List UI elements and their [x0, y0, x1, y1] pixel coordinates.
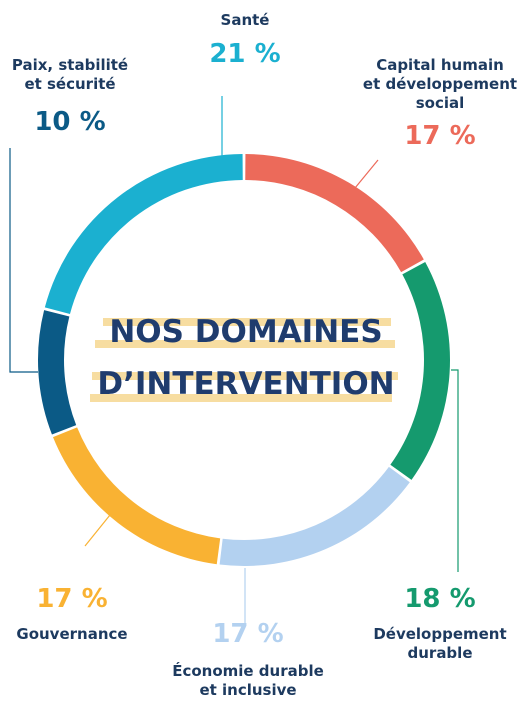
value-label: 18 % [404, 584, 475, 614]
value-label: 17 % [212, 619, 283, 649]
category-label: et développement [363, 75, 517, 93]
donut-segment [245, 154, 424, 273]
category-label: Santé [221, 11, 270, 29]
category-label: durable [408, 644, 473, 662]
donut-segment [44, 154, 243, 315]
category-label: et inclusive [199, 681, 296, 699]
donut-segment [219, 466, 410, 566]
chart-title: D’INTERVENTION [97, 366, 394, 402]
category-label: Paix, stabilité [12, 56, 128, 74]
category-label: Développement [373, 625, 506, 643]
leader-line [84, 514, 111, 547]
highlight [103, 318, 391, 326]
category-label: Gouvernance [16, 625, 127, 643]
donut-segment [53, 427, 221, 565]
value-label: 17 % [404, 121, 475, 151]
highlight [92, 372, 398, 380]
leaders [9, 96, 459, 626]
leader-line [354, 159, 379, 189]
value-label: 21 % [209, 39, 280, 69]
leader-line [9, 148, 38, 373]
leader-line [451, 369, 459, 572]
donut-segment [390, 262, 451, 480]
chart-title: NOS DOMAINES [109, 314, 382, 350]
value-label: 10 % [34, 107, 105, 137]
category-label: Économie durable [172, 661, 324, 680]
category-label: et sécurité [24, 75, 115, 93]
value-label: 17 % [36, 584, 107, 614]
category-label: Capital humain [376, 56, 504, 74]
highlight [95, 340, 395, 348]
highlight [90, 394, 392, 402]
donut-segment [37, 310, 77, 435]
category-label: social [416, 94, 465, 112]
